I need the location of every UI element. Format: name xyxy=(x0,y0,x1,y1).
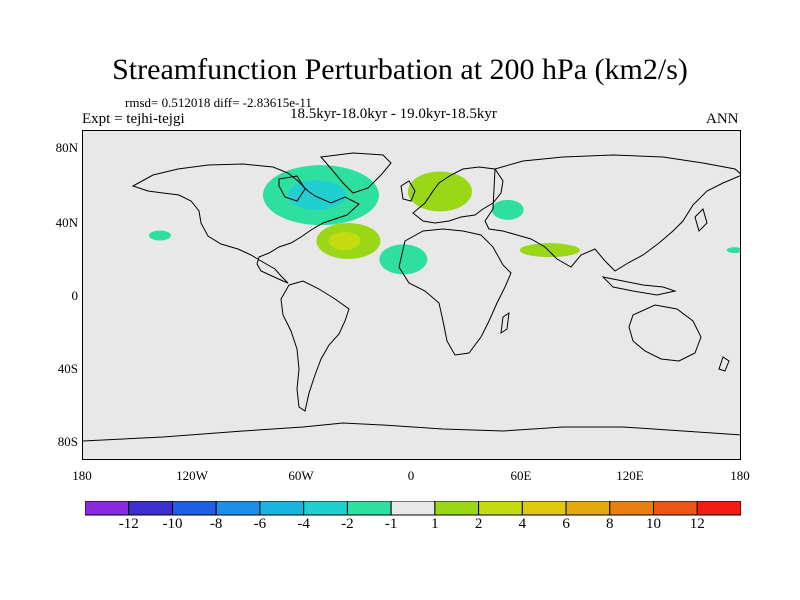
coast-europe xyxy=(412,166,504,224)
lat-tick-80n: 80N xyxy=(55,140,78,155)
coast-greenland xyxy=(320,152,392,194)
world-map xyxy=(83,152,740,442)
plot-title: Streamfunction Perturbation at 200 hPa (… xyxy=(112,53,688,86)
coast-hudson-bay xyxy=(278,175,306,202)
anomaly-west-africa-low xyxy=(379,244,428,275)
anomaly-core-atlantic-high xyxy=(328,232,361,250)
colorbar-box xyxy=(346,501,392,516)
anomaly-core-north-atlantic-low xyxy=(287,180,346,211)
colorbar-label: 8 xyxy=(606,516,614,532)
lon-tick-60e: 60E xyxy=(510,468,532,483)
colorbar-label: 12 xyxy=(689,516,705,532)
colorbar xyxy=(85,501,741,516)
colorbar-label: -6 xyxy=(253,516,267,532)
lon-tick-0: 0 xyxy=(407,468,415,483)
coast-japan xyxy=(694,208,708,232)
colorbar-box xyxy=(171,501,217,516)
colorbar-box xyxy=(609,501,655,516)
lon-tick-120w: 120W xyxy=(176,468,208,483)
colorbar-label: 1 xyxy=(431,516,439,532)
lon-tick-120e: 120E xyxy=(616,468,644,483)
rmsd-diff-stats: rmsd= 0.512018 diff= -2.83615e-11 xyxy=(125,95,312,110)
coast-indonesia xyxy=(601,276,677,296)
colorbar-box xyxy=(303,501,348,516)
colorbar-label: -8 xyxy=(209,516,223,532)
colorbar-box xyxy=(259,501,305,516)
colorbar-box xyxy=(478,501,523,516)
colorbar-box xyxy=(128,501,173,516)
colorbar-label: -12 xyxy=(118,516,139,532)
season-label: ANN xyxy=(706,111,739,127)
experiment-label: Expt = tejhi-tejgi xyxy=(82,111,185,127)
coast-south-america xyxy=(280,280,350,412)
anomaly-east-pacific-low xyxy=(726,247,740,254)
anomaly-pacific-low xyxy=(148,230,171,241)
colorbar-label: 4 xyxy=(518,516,527,532)
colorbar-box xyxy=(434,501,480,516)
lat-tick-0: 0 xyxy=(71,288,79,303)
period-label: 18.5kyr-18.0kyr - 19.0kyr-18.5kyr xyxy=(290,106,497,122)
coast-antarctica xyxy=(83,422,740,442)
lat-tick-40n: 40N xyxy=(55,215,78,230)
map-panel xyxy=(82,130,741,460)
anomaly-south-asia-high xyxy=(519,243,580,258)
colorbar-box xyxy=(85,501,130,516)
anomaly-layer xyxy=(148,165,740,275)
colorbar-box xyxy=(653,501,698,516)
colorbar-label: -4 xyxy=(297,516,310,532)
lat-tick-80s: 80S xyxy=(57,434,78,449)
anomaly-caspian-low xyxy=(491,199,524,220)
colorbar-label: 10 xyxy=(646,516,662,532)
coast-new-zealand xyxy=(718,356,730,372)
colorbar-label: -10 xyxy=(162,516,183,532)
colorbar-box xyxy=(696,501,741,516)
coast-australia xyxy=(628,304,702,362)
colorbar-box xyxy=(565,501,611,516)
coastlines xyxy=(83,152,740,442)
colorbar-box xyxy=(215,501,261,516)
coast-uk xyxy=(400,180,416,202)
colorbar-label: -1 xyxy=(384,516,398,532)
lat-tick-40s: 40S xyxy=(57,361,78,376)
coast-north-america xyxy=(131,163,360,284)
colorbar-label: 6 xyxy=(562,516,570,532)
colorbar-label: -2 xyxy=(341,516,354,532)
coast-asia xyxy=(484,154,740,272)
anomaly-europe-high xyxy=(407,171,472,212)
lon-tick-180w: 180 xyxy=(72,468,92,483)
colorbar-label: 2 xyxy=(474,516,483,532)
colorbar-box xyxy=(521,501,567,516)
lon-tick-60w: 60W xyxy=(288,468,314,483)
coast-africa xyxy=(398,228,512,356)
coast-madagascar xyxy=(500,311,510,335)
colorbar-labels: -12 -10 -8 -6 -4 -2 -1 1 2 4 6 8 10 12 xyxy=(0,516,800,540)
colorbar-box xyxy=(390,501,436,516)
lon-tick-180e: 180 xyxy=(730,468,750,483)
